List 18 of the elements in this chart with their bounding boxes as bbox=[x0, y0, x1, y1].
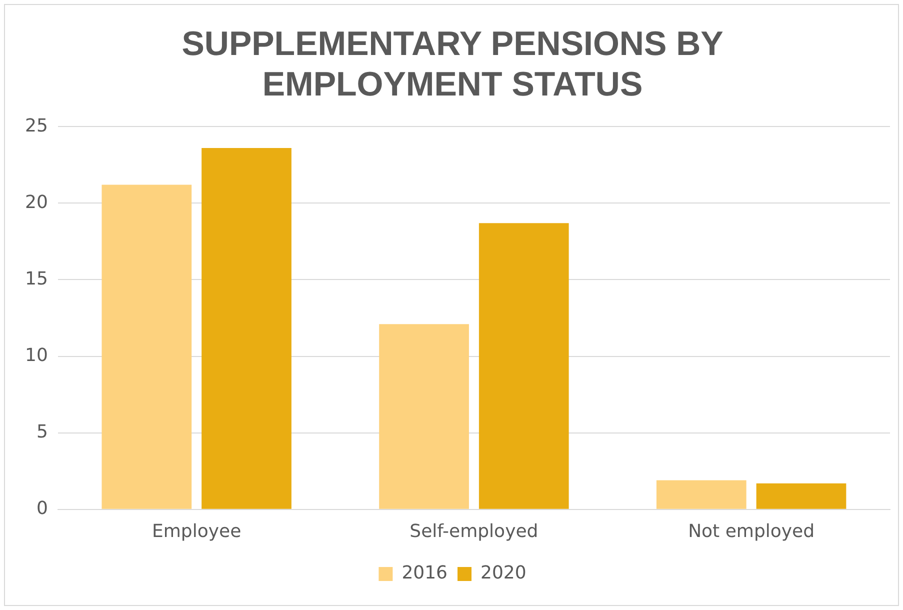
x-tick-label: Employee bbox=[152, 520, 242, 542]
y-tick-label: 15 bbox=[25, 268, 48, 290]
bar bbox=[656, 480, 746, 509]
y-tick-label: 0 bbox=[36, 498, 48, 520]
y-tick-label: 10 bbox=[25, 344, 48, 366]
legend-label: 2016 bbox=[402, 562, 448, 584]
bar bbox=[202, 148, 292, 509]
chart-title: SUPPLEMENTARY PENSIONS BY EMPLOYMENT STATUS bbox=[182, 24, 724, 104]
bar bbox=[756, 483, 846, 509]
bar bbox=[478, 223, 569, 509]
x-tick-label: Self-employed bbox=[410, 520, 538, 542]
y-tick-label: 25 bbox=[25, 115, 48, 136]
legend-label: 2020 bbox=[480, 562, 526, 584]
y-tick-label: 5 bbox=[36, 422, 48, 443]
bar bbox=[102, 184, 192, 509]
y-tick-label: 20 bbox=[25, 192, 48, 213]
bar bbox=[379, 324, 469, 509]
x-tick-label: Not employed bbox=[688, 520, 815, 542]
